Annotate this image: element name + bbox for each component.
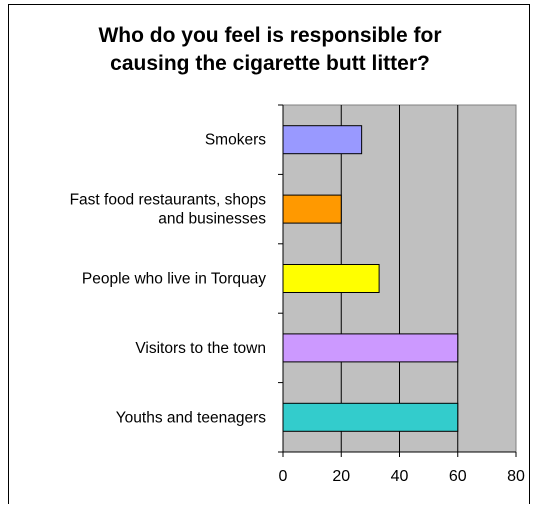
bar <box>282 194 342 224</box>
chart-title: Who do you feel is responsible for causi… <box>0 22 540 78</box>
x-tick-labels: 0 20 40 60 80 <box>279 468 525 485</box>
category-label: Visitors to the town <box>135 340 266 357</box>
x-tick-label: 40 <box>391 468 409 485</box>
x-tick-label: 60 <box>449 468 467 485</box>
chart-frame <box>8 4 530 504</box>
category-label: Fast food restaurants, shops <box>70 192 267 209</box>
x-tick-label: 0 <box>279 468 288 485</box>
bar <box>282 402 459 432</box>
category-label: People who live in Torquay <box>82 271 266 288</box>
axes <box>278 104 517 457</box>
x-tick-label: 20 <box>332 468 350 485</box>
x-tick-label: 80 <box>507 468 525 485</box>
bar <box>282 264 380 293</box>
chart-title-line-2: causing the cigarette butt litter? <box>110 52 430 75</box>
category-label: Youths and teenagers <box>116 409 266 426</box>
bar <box>282 125 363 155</box>
chart-title-line-1: Who do you feel is responsible for <box>98 24 442 47</box>
category-label: Smokers <box>205 132 266 149</box>
bars <box>282 125 459 432</box>
bar <box>282 333 459 363</box>
category-labels: Smokers Fast food restaurants, shops and b… <box>70 132 267 427</box>
category-label: and businesses <box>158 211 266 228</box>
